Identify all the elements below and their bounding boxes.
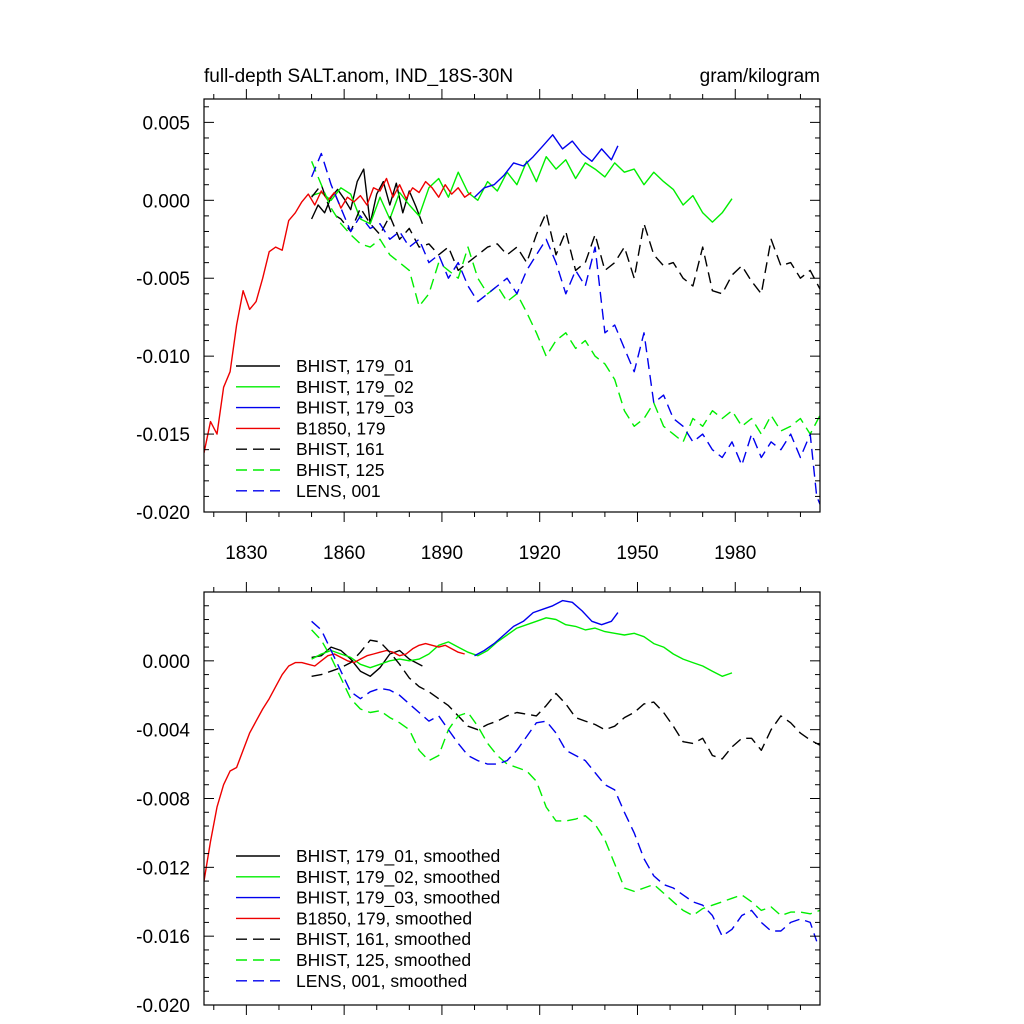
- top-xtick-label: 1860: [323, 543, 365, 564]
- top-plot-frame: [203, 98, 821, 513]
- top-series-bhist-125: [310, 161, 820, 443]
- top-panel: -0.020 -0.015 -0.010 -0.005 0.000 0.005 1830 18…: [136, 89, 821, 564]
- bottom-series: [204, 599, 820, 942]
- top-legend-label-bhist-125: BHIST, 125: [296, 460, 385, 480]
- top-series-bhist-179-03: [474, 134, 619, 198]
- top-series-lens-001: [310, 152, 820, 505]
- top-legend-label-lens-001: LENS, 001: [296, 481, 381, 501]
- top-legend-label-bhist-179-03: BHIST, 179_03: [296, 398, 414, 419]
- bottom-legend-label-lens-001-smoothed: LENS, 001, smoothed: [296, 971, 467, 991]
- title-left: full-depth SALT.anom, IND_18S-30N: [204, 66, 513, 87]
- bottom-ticks: -0.020 -0.016 -0.012 -0.008 -0.004 0.000: [136, 582, 820, 1017]
- bottom-ytick-label: -0.008: [136, 790, 190, 811]
- top-ytick-label: -0.020: [136, 503, 190, 524]
- top-xtick-label: 1950: [616, 543, 658, 564]
- bottom-series-bhist-125-smoothed: [311, 629, 820, 917]
- bottom-ytick-label: -0.012: [136, 858, 190, 879]
- top-legend-label-b1850-179: B1850, 179: [296, 418, 386, 438]
- top-series: [204, 134, 820, 505]
- bottom-panel: -0.020 -0.016 -0.012 -0.008 -0.004 0.000 BHIS…: [136, 582, 821, 1017]
- top-series-bhist-179-02: [311, 156, 733, 225]
- bottom-series-bhist-161-smoothed: [311, 639, 820, 760]
- top-series-bhist-161: [311, 184, 820, 295]
- bottom-ytick-label: -0.004: [136, 721, 190, 742]
- bottom-legend-label-bhist-179-02-smoothed: BHIST, 179_02, smoothed: [296, 867, 500, 888]
- bottom-legend-label-b1850-179-smoothed: B1850, 179, smoothed: [296, 908, 472, 928]
- bottom-series-bhist-179-02-smoothed: [311, 617, 733, 677]
- bottom-series-b1850-179-smoothed: [204, 642, 465, 882]
- bottom-ytick-label: 0.000: [142, 652, 190, 673]
- top-xtick-label: 1830: [225, 543, 267, 564]
- top-xtick-label: 1980: [714, 543, 756, 564]
- top-legend-label-bhist-179-02: BHIST, 179_02: [296, 377, 414, 398]
- bottom-ytick-label: -0.020: [136, 996, 190, 1017]
- bottom-legend-label-bhist-179-03-smoothed: BHIST, 179_03, smoothed: [296, 888, 500, 909]
- bottom-series-bhist-179-01-smoothed: [311, 646, 423, 677]
- top-ticks: -0.020 -0.015 -0.010 -0.005 0.000 0.005 1830 18…: [136, 89, 820, 564]
- bottom-legend-label-bhist-125-smoothed: BHIST, 125, smoothed: [296, 950, 471, 970]
- top-xtick-label: 1920: [519, 543, 561, 564]
- bottom-legend-label-bhist-161-smoothed: BHIST, 161, smoothed: [296, 929, 471, 949]
- top-legend-label-bhist-179-01: BHIST, 179_01: [296, 356, 414, 377]
- top-ytick-label: 0.000: [142, 191, 190, 212]
- top-ytick-label: -0.005: [136, 269, 190, 290]
- bottom-ytick-label: -0.016: [136, 927, 190, 948]
- bottom-series-bhist-179-03-smoothed: [474, 599, 619, 657]
- top-xtick-label: 1890: [421, 543, 463, 564]
- top-ytick-label: 0.005: [142, 113, 190, 134]
- top-legend-label-bhist-161: BHIST, 161: [296, 439, 385, 459]
- title-right: gram/kilogram: [700, 66, 820, 87]
- top-ytick-label: -0.010: [136, 347, 190, 368]
- top-ytick-label: -0.015: [136, 425, 190, 446]
- bottom-legend-label-bhist-179-01-smoothed: BHIST, 179_01, smoothed: [296, 846, 500, 867]
